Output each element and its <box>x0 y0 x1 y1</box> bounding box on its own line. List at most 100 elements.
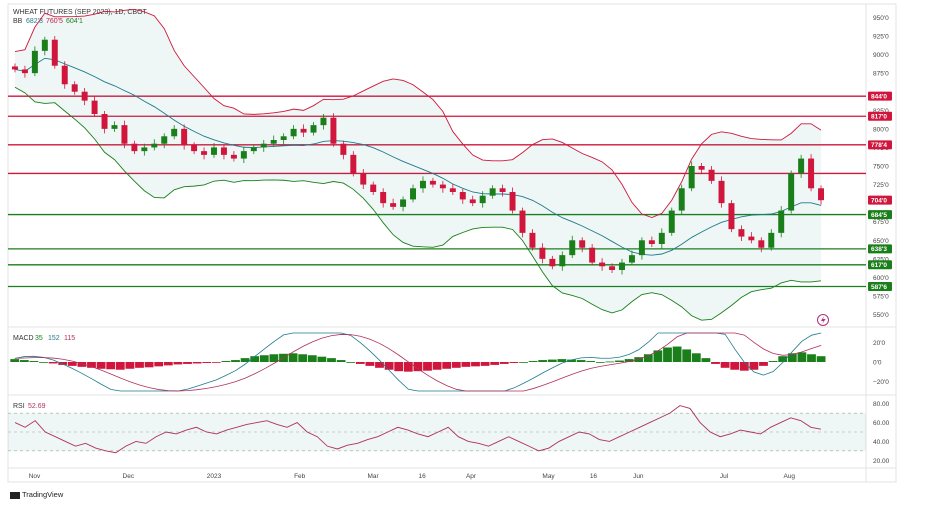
candle-body <box>728 203 735 230</box>
candle-body <box>350 154 357 174</box>
macd-bar <box>557 359 567 362</box>
macd-bar <box>768 361 778 362</box>
candle-body <box>479 195 486 204</box>
price-pane[interactable] <box>8 8 866 321</box>
macd-bar <box>490 362 500 365</box>
candle-body <box>71 84 78 92</box>
bb-value-lower: 604'1 <box>66 18 83 25</box>
axes: 950'0925'0900'0875'0825'0800'0775'0750'0… <box>29 15 892 480</box>
candle-body <box>509 192 516 211</box>
rsi-tick-label: 20.00 <box>873 458 890 465</box>
macd-bar <box>211 362 221 363</box>
candle-body <box>579 240 586 248</box>
macd-bar <box>797 352 807 362</box>
macd-bar <box>269 354 279 362</box>
level-tag <box>868 244 892 254</box>
time-tick-label: Jul <box>720 473 729 480</box>
macd-bar <box>615 360 624 362</box>
candle-body <box>628 255 635 263</box>
level-tag <box>868 195 892 205</box>
price-tick-label: 750'0 <box>873 164 889 171</box>
candle-body <box>758 240 765 248</box>
price-tick-label: 825'0 <box>873 108 889 115</box>
tradingview-logo[interactable]: TradingView <box>10 490 63 499</box>
candle-body <box>250 147 257 152</box>
bb-mid-line <box>14 57 822 256</box>
macd-bar <box>327 358 336 362</box>
candle-body <box>240 151 247 159</box>
macd-bar <box>135 362 144 368</box>
macd-bar <box>807 354 816 362</box>
macd-bar <box>691 353 701 362</box>
macd-bar <box>787 353 797 362</box>
candle-body <box>449 188 456 192</box>
candle-body <box>61 65 68 85</box>
rsi-pane[interactable] <box>8 405 866 454</box>
candle-body <box>81 91 88 101</box>
macd-bar <box>749 362 759 370</box>
level-tag <box>868 281 892 291</box>
candle-body <box>718 180 725 204</box>
level-tag-label: 817'0 <box>871 114 887 121</box>
candle-body <box>121 125 128 144</box>
candle-body <box>380 192 387 204</box>
candle-body <box>41 39 48 51</box>
macd-bar <box>144 362 154 368</box>
time-tick-label: Jun <box>633 473 644 480</box>
macd-bar <box>567 359 576 362</box>
macd-bar <box>634 357 644 362</box>
candle-body <box>141 147 148 152</box>
candle-body <box>688 166 695 189</box>
rsi-line <box>14 405 822 454</box>
rsi-tick-label: 40.00 <box>873 439 890 446</box>
candle-body <box>360 173 367 185</box>
macd-bar <box>202 362 212 363</box>
price-tick-label: 925'0 <box>873 34 889 41</box>
candle-body <box>778 210 785 233</box>
macd-bar <box>163 362 173 366</box>
candle-body <box>171 128 178 137</box>
macd-bar <box>192 362 202 364</box>
candle-body <box>678 188 685 211</box>
candle-body <box>91 100 98 114</box>
candle-body <box>400 199 407 207</box>
macd-bar <box>298 354 308 362</box>
macd-bar <box>48 362 58 364</box>
candle-body <box>429 180 436 185</box>
candle-body <box>201 151 208 155</box>
price-tick-label: 575'0 <box>873 294 889 301</box>
macd-bar <box>394 362 404 372</box>
candle-body <box>390 203 397 207</box>
macd-label: MACD <box>13 335 34 342</box>
macd-tick-label: 20'0 <box>873 340 885 347</box>
macd-pane[interactable] <box>10 332 826 392</box>
level-tag <box>868 260 892 270</box>
bb-upper-line <box>14 8 822 219</box>
price-tick-label: 550'0 <box>873 312 889 319</box>
macd-bar <box>240 358 250 362</box>
lightning-icon[interactable] <box>817 314 829 326</box>
candle-body <box>738 229 745 237</box>
candle-body <box>519 210 526 233</box>
macd-bar <box>346 362 356 363</box>
candle-body <box>290 128 297 137</box>
candle-body <box>280 136 287 140</box>
price-tick-label: 675'0 <box>873 219 889 226</box>
macd-bar <box>96 362 106 369</box>
macd-bar <box>307 355 317 362</box>
macd-bar <box>173 362 183 365</box>
price-tick-label: 875'0 <box>873 71 889 78</box>
rsi-tick-label: 80.00 <box>873 401 890 408</box>
macd-bar <box>605 361 615 363</box>
macd-bar <box>29 361 39 362</box>
candle-body <box>748 236 755 241</box>
candle-body <box>300 128 307 133</box>
time-tick-label: Mar <box>368 473 380 480</box>
candle-body <box>788 173 795 211</box>
macd-bar <box>461 362 471 367</box>
rsi-label: RSI <box>13 403 25 410</box>
candle-body <box>11 66 18 70</box>
candle-body <box>668 210 675 233</box>
macd-bar <box>115 362 125 370</box>
